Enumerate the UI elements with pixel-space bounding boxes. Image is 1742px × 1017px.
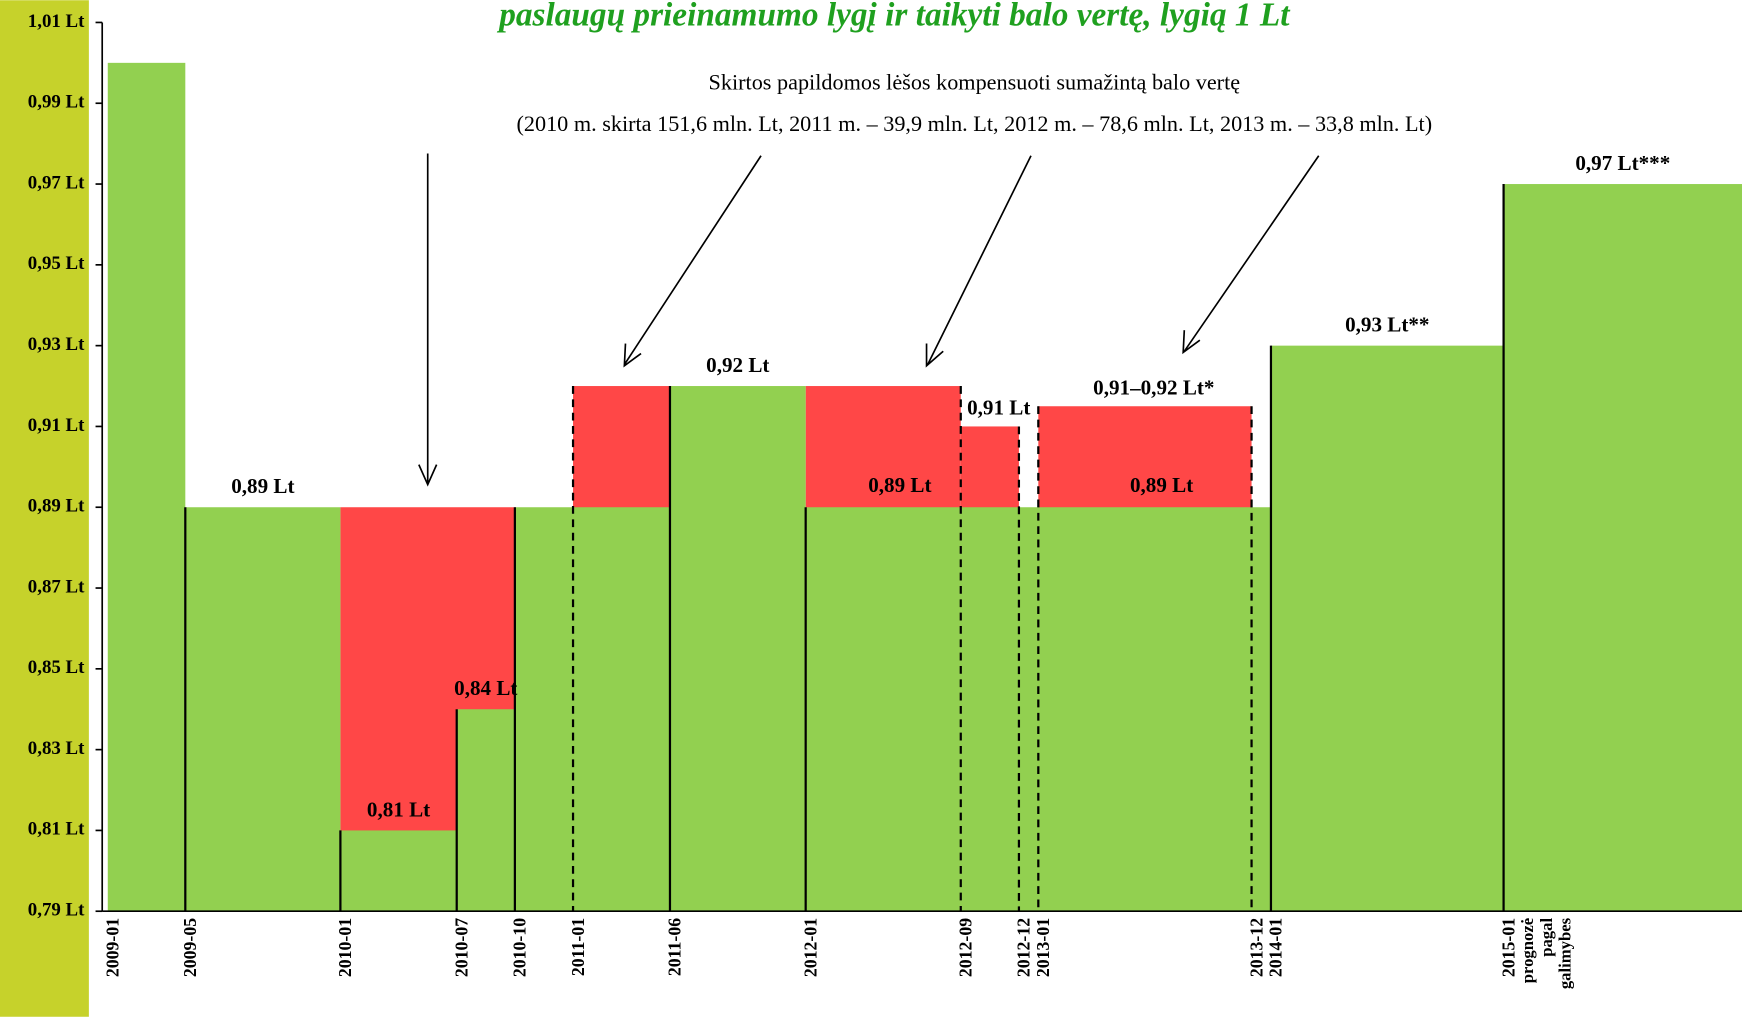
x-tick-label: 2012-01: [800, 918, 820, 977]
x-tick-label: 2015-01: [1498, 918, 1518, 977]
arrow: [1182, 155, 1320, 355]
green-step: [514, 507, 670, 912]
green-step: [669, 386, 806, 912]
x-tick-label: 2013-12: [1246, 918, 1266, 977]
marks: [107, 62, 1742, 912]
x-tick-label: 2013-01: [1033, 918, 1053, 977]
y-tick-label: 1,01 Lt: [28, 11, 85, 32]
y-tick-label: 0,81 Lt: [28, 819, 85, 840]
x-tick-label: 2011-06: [665, 918, 685, 976]
green-step: [1270, 345, 1504, 912]
x-tick-label: 2009-01: [103, 918, 123, 977]
x-tick-label: 2012-09: [956, 918, 976, 977]
value-label: 0,89 Lt: [1130, 473, 1193, 497]
arrow: [925, 155, 1032, 368]
value-label: 0,89 Lt: [231, 474, 294, 498]
value-label: 0,91–0,92 Lt*: [1093, 375, 1214, 399]
forecast-note: galimybes: [1556, 917, 1575, 989]
y-tick-label: 0,83 Lt: [28, 738, 85, 759]
green-step: [185, 507, 341, 912]
value-label: 0,84 Lt: [454, 676, 517, 700]
x-tick-label: 2012-12: [1014, 918, 1034, 977]
x-tick-label: 2010-07: [451, 918, 471, 977]
y-tick-label: 0,93 Lt: [28, 334, 85, 355]
chart-title: paslaugų prieinamumo lygį ir taikyti bal…: [496, 0, 1291, 34]
x-tick-label: 2010-01: [335, 918, 355, 977]
axis-strip: [0, 0, 89, 1017]
green-step: [340, 830, 457, 912]
y-tick-label: 0,89 Lt: [28, 496, 85, 517]
annotation: (2010 m. skirta 151,6 mln. Lt, 2011 m. –…: [516, 111, 1432, 136]
x-tick-label: 2009-05: [180, 918, 200, 977]
value-label: 0,93 Lt**: [1345, 313, 1429, 337]
y-tick-label: 0,97 Lt: [28, 172, 85, 193]
y-tick-label: 0,95 Lt: [28, 253, 85, 274]
green-step: [107, 62, 186, 912]
green-step: [1503, 184, 1742, 912]
arrows: [418, 153, 1320, 487]
arrow: [623, 155, 762, 368]
y-tick-label: 0,79 Lt: [28, 900, 85, 921]
x-tick-label: 2011-01: [568, 918, 588, 976]
arrow: [418, 153, 438, 487]
y-tick-label: 0,91 Lt: [28, 415, 85, 436]
value-label: 0,89 Lt: [868, 473, 931, 497]
green-step: [456, 709, 515, 912]
forecast-note: prognozė: [1518, 918, 1537, 983]
value-label: 0,81 Lt: [367, 797, 430, 821]
green-step: [805, 507, 1271, 912]
x-tick-label: 2014-01: [1266, 918, 1286, 977]
x-tick-label: 2010-10: [510, 918, 530, 977]
y-tick-label: 0,87 Lt: [28, 576, 85, 597]
y-tick-label: 0,99 Lt: [28, 92, 85, 113]
value-label: 0,91 Lt: [967, 396, 1030, 420]
y-tick-label: 0,85 Lt: [28, 657, 85, 678]
value-label: 0,97 Lt***: [1575, 151, 1670, 175]
forecast-note: pagal: [1537, 918, 1556, 957]
value-label: 0,92 Lt: [706, 353, 769, 377]
annotation: Skirtos papildomos lėšos kompensuoti sum…: [709, 70, 1241, 95]
